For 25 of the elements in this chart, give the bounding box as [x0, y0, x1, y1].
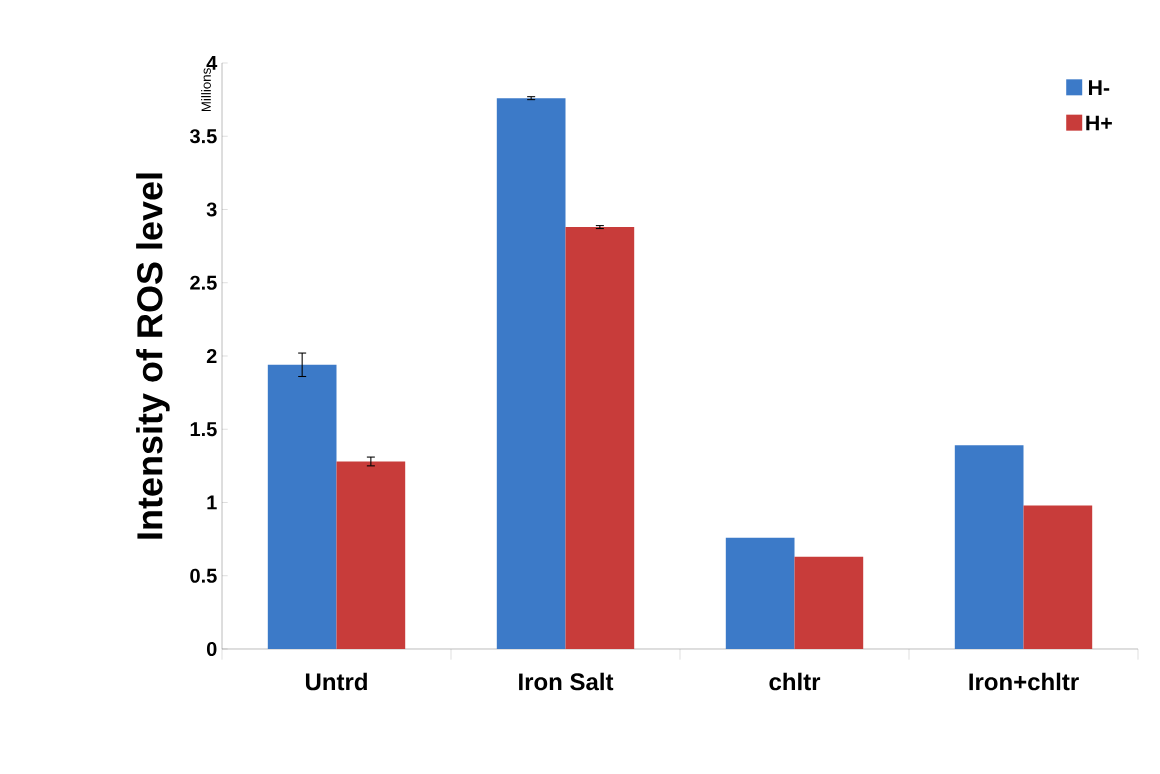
- x-tick-label: Untrd: [305, 672, 367, 691]
- bar: [565, 227, 635, 649]
- text: Millions: [201, 68, 211, 112]
- x-tick-label: Iron Salt: [519, 672, 614, 691]
- bar: [794, 556, 864, 649]
- y-tick-label: 2.5: [190, 275, 217, 290]
- legend-label: H-: [1088, 80, 1110, 95]
- x-tick-label: Iron+chltr: [969, 672, 1079, 691]
- y-axis-title: Intensity of ROS level: [136, 173, 170, 539]
- y-tick-label: 4: [206, 56, 218, 70]
- bar: [1023, 505, 1093, 649]
- bar: [725, 537, 795, 649]
- y-tick-label: 2: [206, 349, 217, 363]
- y-tick-label: 1: [207, 495, 217, 510]
- bar: [267, 364, 337, 649]
- bar: [336, 461, 406, 649]
- y-tick-label: 1.5: [190, 422, 217, 437]
- y-tick-label: 3: [206, 202, 217, 217]
- y-tick-label: 0: [206, 641, 217, 657]
- y-tick-label: 0.5: [190, 568, 217, 583]
- legend-label: H+: [1086, 115, 1112, 131]
- y-tick-label: 3.5: [189, 129, 217, 144]
- bar: [496, 98, 566, 649]
- bar: [954, 445, 1024, 649]
- x-tick-label: chltr: [769, 672, 821, 691]
